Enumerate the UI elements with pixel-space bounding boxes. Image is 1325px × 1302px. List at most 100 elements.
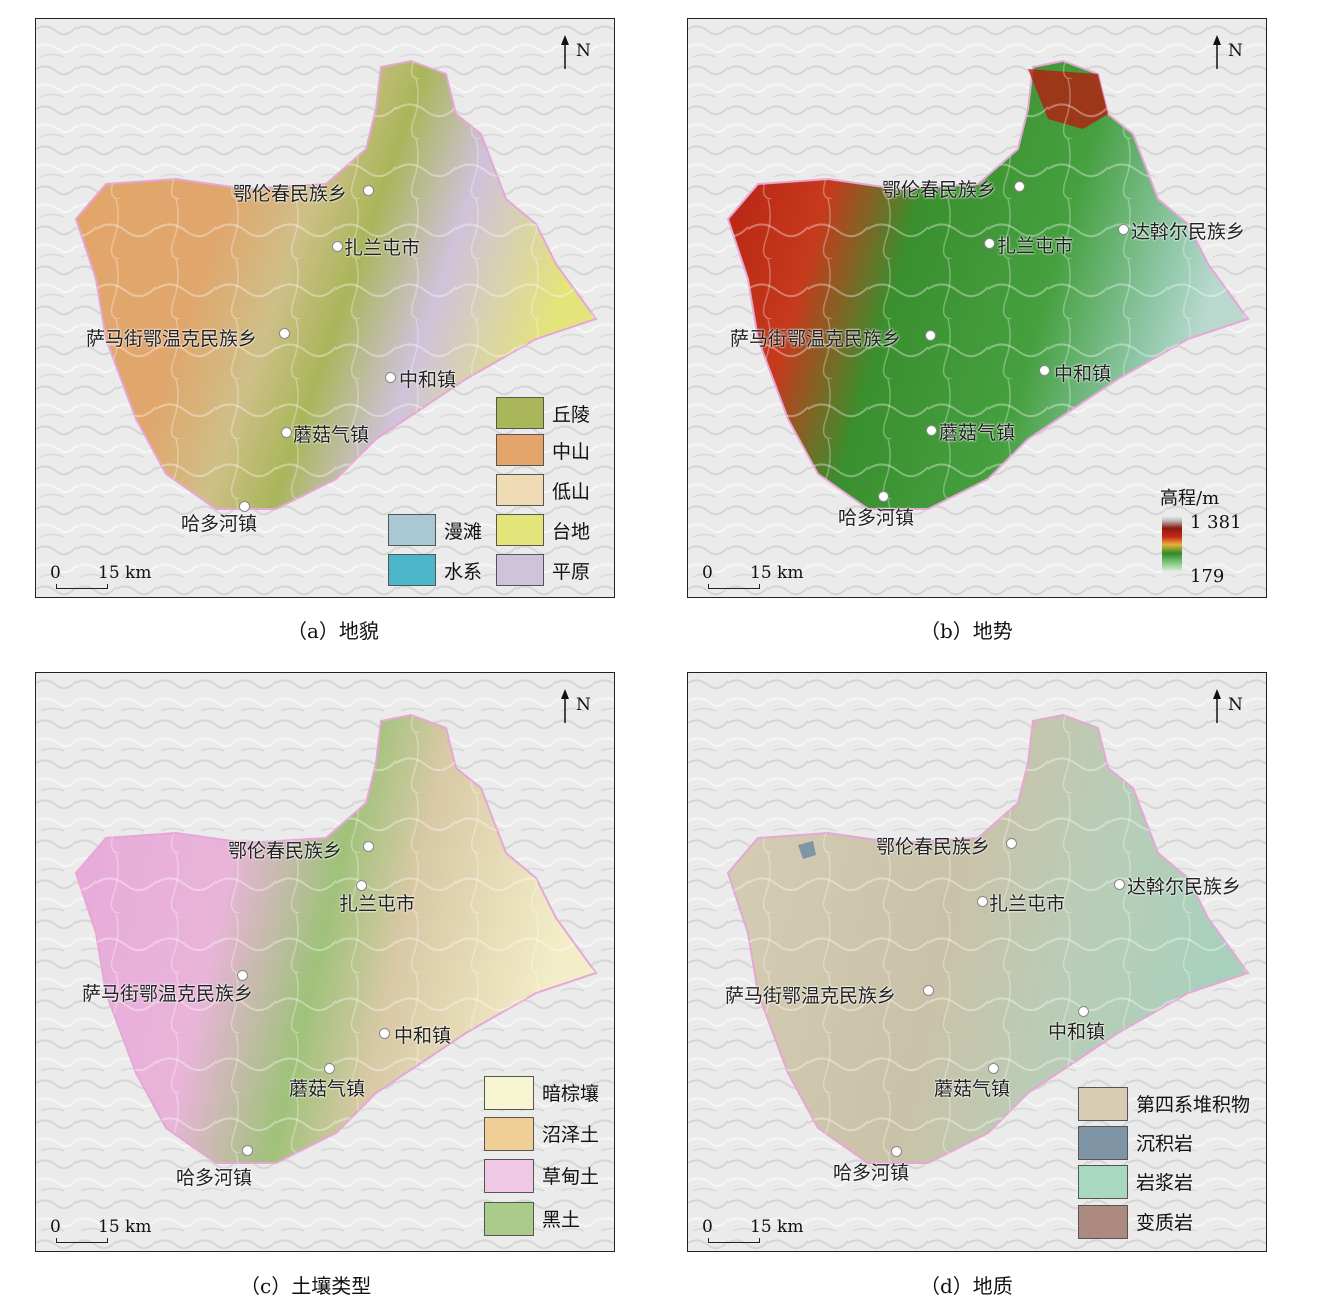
place-haduohe: 哈多河镇	[176, 1167, 253, 1189]
legend-swatch	[1078, 1165, 1128, 1199]
legend-label: 低山	[552, 481, 591, 503]
panel-geology: N 鄂伦春民族乡 达斡尔民族乡 扎兰屯市 萨马街鄂温克民族乡 中和镇 蘑菇气镇 …	[687, 672, 1267, 1252]
scale-zero: 0	[50, 563, 61, 583]
caption-c: （c）土壤类型	[240, 1274, 372, 1298]
legend-label: 变质岩	[1136, 1212, 1194, 1234]
scale-line	[708, 1238, 760, 1243]
legend-swatch	[1078, 1205, 1128, 1239]
legend-swatch	[1078, 1126, 1128, 1160]
place-zhonghe: 中和镇	[1048, 1021, 1106, 1043]
legend-swatch	[388, 514, 436, 546]
legend-swatch	[388, 554, 436, 586]
place-haduohe: 哈多河镇	[833, 1162, 910, 1184]
legend-label: 平原	[552, 561, 591, 583]
legend-swatch	[1078, 1087, 1128, 1121]
elevation-min: 179	[1190, 566, 1225, 587]
caption-b: （b）地势	[920, 619, 1013, 643]
dot-samajie	[923, 985, 934, 996]
north-label: N	[576, 695, 591, 715]
scale-line	[708, 584, 760, 589]
north-arrow: N	[1210, 687, 1250, 727]
scale-zero: 0	[702, 563, 713, 583]
legend-label: 黑土	[542, 1209, 581, 1231]
legend-label: 草甸土	[542, 1166, 600, 1188]
place-zhonghe: 中和镇	[399, 369, 457, 391]
place-zhonghe: 中和镇	[1054, 363, 1112, 385]
dot-haduohe	[242, 1145, 253, 1156]
dot-samajie	[237, 970, 248, 981]
legend-label: 台地	[552, 521, 591, 543]
scale-bar: 0 15 km	[50, 1217, 160, 1243]
relief-background	[36, 673, 614, 1251]
scale-zero: 0	[702, 1217, 713, 1237]
dot-moguqi	[281, 427, 292, 438]
place-moguqi: 蘑菇气镇	[934, 1078, 1011, 1100]
relief-background	[688, 19, 1266, 597]
scale-bar: 0 15 km	[702, 1217, 812, 1243]
place-samajie: 萨马街鄂温克民族乡	[82, 983, 254, 1005]
place-dawoer: 达斡尔民族乡	[1127, 876, 1242, 898]
dot-zhonghe	[1039, 365, 1050, 376]
north-arrow: N	[558, 687, 598, 727]
caption-a: （a）地貌	[287, 619, 379, 643]
legend-swatch	[496, 474, 544, 506]
dot-elunchun	[363, 841, 374, 852]
legend-swatch	[484, 1117, 534, 1151]
legend-swatch	[484, 1202, 534, 1236]
scale-line	[56, 584, 108, 589]
place-zhalantun: 扎兰屯市	[344, 237, 421, 259]
place-elunchun: 鄂伦春民族乡	[876, 836, 991, 858]
scale-bar: 0 15 km	[50, 563, 160, 589]
place-zhalantun: 扎兰屯市	[997, 235, 1074, 257]
legend-label: 中山	[552, 441, 591, 463]
place-moguqi: 蘑菇气镇	[939, 422, 1016, 444]
scale-distance: 15 km	[750, 1217, 804, 1237]
caption-d: （d）地质	[920, 1274, 1013, 1298]
place-elunchun: 鄂伦春民族乡	[882, 179, 997, 201]
place-elunchun: 鄂伦春民族乡	[233, 183, 348, 205]
place-haduohe: 哈多河镇	[838, 507, 915, 529]
legend-label: 沼泽土	[542, 1124, 600, 1146]
legend-swatch	[496, 397, 544, 429]
place-moguqi: 蘑菇气镇	[289, 1078, 366, 1100]
relief-background	[688, 673, 1266, 1251]
elevation-legend: 高程/m 1 381 179	[1160, 484, 1260, 594]
dot-haduohe	[239, 501, 250, 512]
place-elunchun: 鄂伦春民族乡	[228, 840, 343, 862]
scale-bar: 0 15 km	[702, 563, 812, 589]
place-moguqi: 蘑菇气镇	[293, 424, 370, 446]
scale-distance: 15 km	[98, 563, 152, 583]
legend-label: 第四系堆积物	[1136, 1094, 1251, 1116]
legend-swatch	[484, 1076, 534, 1110]
elevation-color-ramp	[1162, 516, 1182, 571]
north-label: N	[1228, 695, 1243, 715]
scale-distance: 15 km	[98, 1217, 152, 1237]
panel-terrain: N 鄂伦春民族乡 达斡尔民族乡 扎兰屯市 萨马街鄂温克民族乡 中和镇 蘑菇气镇 …	[687, 18, 1267, 598]
place-samajie: 萨马街鄂温克民族乡	[86, 328, 258, 350]
dot-moguqi	[324, 1063, 335, 1074]
legend-label: 暗棕壤	[542, 1083, 600, 1105]
place-haduohe: 哈多河镇	[181, 513, 258, 535]
place-samajie: 萨马街鄂温克民族乡	[730, 328, 902, 350]
legend-label: 岩浆岩	[1136, 1172, 1194, 1194]
legend-swatch	[484, 1159, 534, 1193]
north-label: N	[1228, 41, 1243, 61]
dot-zhonghe	[379, 1028, 390, 1039]
place-samajie: 萨马街鄂温克民族乡	[725, 985, 897, 1007]
dot-samajie	[279, 328, 290, 339]
legend-swatch	[496, 554, 544, 586]
north-arrow: N	[558, 33, 598, 73]
place-dawoer: 达斡尔民族乡	[1131, 221, 1246, 243]
scale-distance: 15 km	[750, 563, 804, 583]
dot-zhonghe	[1078, 1006, 1089, 1017]
dot-samajie	[925, 330, 936, 341]
dot-zhalantun	[356, 880, 367, 891]
dot-elunchun	[1006, 838, 1017, 849]
north-label: N	[576, 41, 591, 61]
dot-dawoer	[1118, 224, 1129, 235]
legend-label: 沉积岩	[1136, 1133, 1194, 1155]
legend-swatch	[496, 434, 544, 466]
legend-label: 水系	[444, 561, 483, 583]
legend-swatch	[496, 514, 544, 546]
place-zhalantun: 扎兰屯市	[339, 893, 416, 915]
